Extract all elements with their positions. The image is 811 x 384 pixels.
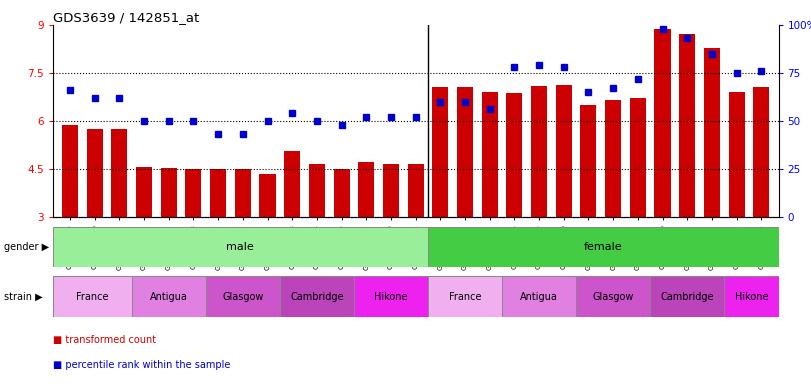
Bar: [161, 168, 177, 217]
Text: Antigua: Antigua: [150, 291, 187, 302]
Text: male: male: [226, 242, 254, 252]
Bar: [136, 167, 152, 217]
Bar: [506, 93, 522, 217]
Bar: [358, 162, 375, 217]
Bar: [650, 276, 724, 317]
Text: Antigua: Antigua: [520, 291, 558, 302]
Bar: [556, 85, 572, 217]
Bar: [62, 125, 78, 217]
Bar: [131, 276, 206, 317]
Bar: [206, 276, 280, 317]
Text: ■ transformed count: ■ transformed count: [53, 335, 156, 345]
Bar: [210, 169, 226, 217]
Bar: [724, 276, 779, 317]
Text: female: female: [584, 242, 623, 252]
Bar: [428, 227, 779, 267]
Bar: [432, 88, 448, 217]
Bar: [428, 276, 502, 317]
Bar: [654, 29, 671, 217]
Text: strain ▶: strain ▶: [4, 291, 43, 301]
Bar: [728, 91, 744, 217]
Bar: [482, 92, 498, 217]
Bar: [284, 151, 300, 217]
Text: France: France: [448, 291, 481, 302]
Bar: [186, 169, 201, 217]
Bar: [531, 86, 547, 217]
Bar: [354, 276, 428, 317]
Bar: [87, 129, 103, 217]
Bar: [457, 88, 473, 217]
Text: gender ▶: gender ▶: [4, 242, 49, 252]
Bar: [630, 98, 646, 217]
Bar: [605, 100, 621, 217]
Bar: [111, 129, 127, 217]
Text: GDS3639 / 142851_at: GDS3639 / 142851_at: [53, 11, 199, 24]
Bar: [280, 276, 354, 317]
Bar: [408, 164, 423, 217]
Bar: [309, 164, 325, 217]
Text: Glasgow: Glasgow: [593, 291, 634, 302]
Bar: [704, 48, 720, 217]
Text: Hikone: Hikone: [735, 291, 768, 302]
Bar: [53, 276, 131, 317]
Bar: [679, 34, 695, 217]
Bar: [260, 174, 276, 217]
Bar: [502, 276, 576, 317]
Text: Cambridge: Cambridge: [290, 291, 344, 302]
Bar: [753, 88, 770, 217]
Text: Glasgow: Glasgow: [222, 291, 264, 302]
Bar: [383, 164, 399, 217]
Text: ■ percentile rank within the sample: ■ percentile rank within the sample: [53, 360, 230, 370]
Text: Hikone: Hikone: [374, 291, 408, 302]
Bar: [581, 105, 596, 217]
Bar: [576, 276, 650, 317]
Bar: [333, 169, 350, 217]
Text: Cambridge: Cambridge: [660, 291, 714, 302]
Text: France: France: [76, 291, 109, 302]
Bar: [53, 227, 428, 267]
Bar: [235, 169, 251, 217]
